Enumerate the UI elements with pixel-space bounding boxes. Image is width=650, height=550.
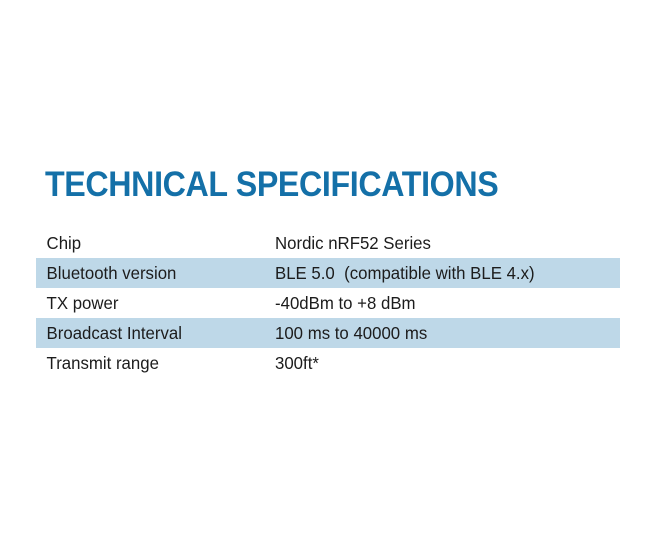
spec-value: 300ft* (275, 353, 319, 373)
spec-value: 100 ms to 40000 ms (275, 323, 428, 343)
spec-value: BLE 5.0 (compatible with BLE 4.x) (275, 263, 535, 283)
spec-value: Nordic nRF52 Series (275, 233, 431, 253)
table-row: Chip Nordic nRF52 Series (36, 228, 620, 258)
spec-label: Bluetooth version (46, 263, 177, 283)
spec-label: Chip (46, 233, 82, 253)
specifications-table: Chip Nordic nRF52 Series Bluetooth versi… (36, 228, 620, 378)
spec-label: TX power (46, 293, 119, 313)
page-title: TECHNICAL SPECIFICATIONS (45, 165, 499, 204)
spec-value: -40dBm to +8 dBm (275, 293, 416, 313)
spec-label: Broadcast Interval (46, 323, 182, 343)
spec-label: Transmit range (46, 353, 159, 373)
table-row: Transmit range 300ft* (36, 348, 620, 378)
table-row: Bluetooth version BLE 5.0 (compatible wi… (36, 258, 620, 288)
table-row: Broadcast Interval 100 ms to 40000 ms (36, 318, 620, 348)
table-row: TX power -40dBm to +8 dBm (36, 288, 620, 318)
